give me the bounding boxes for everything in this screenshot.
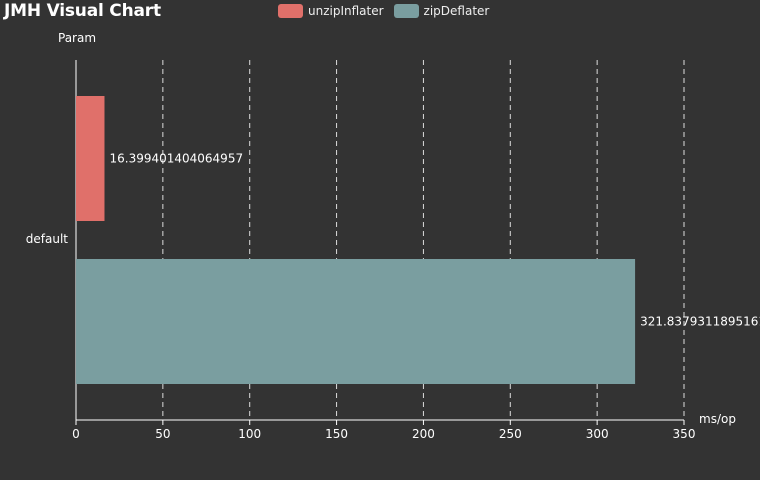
data-label-unzipinflater: 16.399401404064957: [109, 152, 243, 166]
category-label-default: default: [26, 232, 69, 246]
chart-title: JMH Visual Chart: [4, 1, 161, 21]
x-tick-label-150: 150: [325, 427, 348, 441]
x-tick-label-250: 250: [499, 427, 522, 441]
legend-label-unzipinflater: unzipInflater: [308, 4, 384, 18]
bar-unzipinflater: [76, 96, 105, 221]
legend-label-zipdeflater: zipDeflater: [423, 4, 490, 18]
y-axis-label: Param: [58, 31, 96, 45]
data-label-zipdeflater: 321.83793118951615: [640, 315, 760, 329]
x-tick-label-0: 0: [72, 427, 80, 441]
legend-swatch-unzipinflater: [278, 4, 303, 18]
x-tick-label-350: 350: [673, 427, 696, 441]
x-tick-label-50: 50: [155, 427, 170, 441]
legend-item-zipdeflater[interactable]: zipDeflater: [393, 4, 490, 18]
x-tick-label-300: 300: [586, 427, 609, 441]
x-tick-label-100: 100: [238, 427, 261, 441]
bar-zipdeflater: [76, 259, 636, 384]
x-tick-label-200: 200: [412, 427, 435, 441]
legend-item-unzipinflater[interactable]: unzipInflater: [278, 4, 384, 18]
x-axis-label: ms/op: [699, 412, 736, 426]
legend-swatch-zipdeflater: [393, 4, 419, 18]
legend: unzipInflater zipDeflater: [278, 4, 499, 18]
